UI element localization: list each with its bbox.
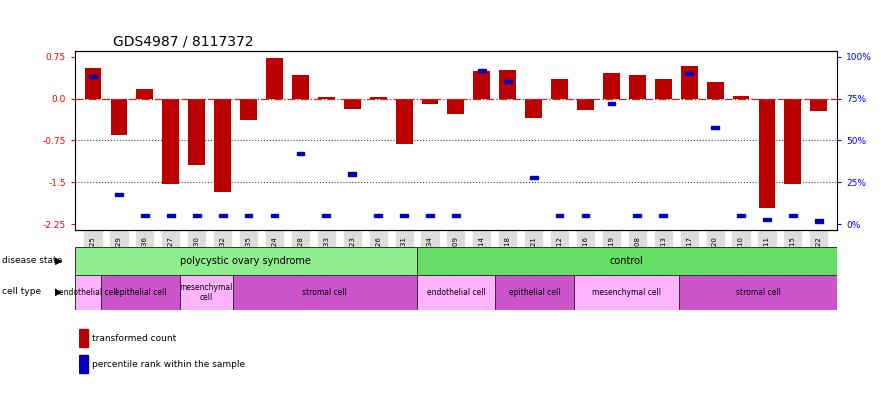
Bar: [266, 58, 283, 99]
Bar: [581, 215, 589, 217]
Bar: [655, 79, 671, 99]
Bar: [422, 99, 439, 104]
Bar: [473, 71, 490, 99]
Text: endothelial cell: endothelial cell: [59, 288, 117, 297]
Bar: [292, 75, 309, 99]
Bar: [504, 80, 512, 83]
Bar: [218, 215, 226, 217]
Text: stromal cell: stromal cell: [302, 288, 347, 297]
Bar: [448, 99, 464, 114]
Bar: [417, 247, 837, 275]
Bar: [608, 102, 615, 105]
Bar: [137, 88, 153, 99]
Bar: [552, 79, 568, 99]
Bar: [318, 97, 335, 99]
Bar: [495, 275, 574, 310]
Bar: [348, 173, 356, 176]
Text: epithelial cell: epithelial cell: [509, 288, 560, 297]
Bar: [141, 215, 149, 217]
Text: epithelial cell: epithelial cell: [115, 288, 167, 297]
Bar: [789, 215, 796, 217]
Bar: [577, 99, 594, 110]
Text: transformed count: transformed count: [92, 334, 176, 343]
Bar: [374, 215, 382, 217]
Bar: [322, 215, 330, 217]
Bar: [811, 99, 827, 111]
Bar: [162, 99, 179, 184]
Bar: [180, 275, 233, 310]
Bar: [737, 215, 745, 217]
Bar: [417, 275, 495, 310]
Bar: [685, 72, 693, 75]
Text: endothelial cell: endothelial cell: [426, 288, 485, 297]
Bar: [75, 247, 417, 275]
Bar: [574, 275, 679, 310]
Bar: [784, 99, 802, 184]
Bar: [659, 215, 667, 217]
Bar: [707, 82, 723, 99]
Bar: [396, 99, 412, 144]
Bar: [711, 125, 719, 129]
Bar: [167, 215, 174, 217]
Bar: [233, 275, 417, 310]
Bar: [633, 215, 641, 217]
Bar: [556, 215, 564, 217]
Bar: [101, 275, 180, 310]
Bar: [297, 152, 304, 156]
Bar: [245, 215, 253, 217]
Bar: [603, 73, 620, 99]
Bar: [478, 68, 485, 72]
Bar: [426, 215, 433, 217]
Bar: [815, 219, 823, 222]
Bar: [79, 329, 88, 347]
Bar: [193, 215, 201, 217]
Text: ▶: ▶: [55, 286, 63, 297]
Bar: [79, 355, 88, 373]
Text: polycystic ovary syndrome: polycystic ovary syndrome: [181, 256, 311, 266]
Bar: [733, 96, 750, 99]
Bar: [110, 99, 128, 135]
Bar: [75, 275, 101, 310]
Bar: [214, 99, 231, 193]
Bar: [344, 99, 360, 108]
Text: GDS4987 / 8117372: GDS4987 / 8117372: [113, 35, 254, 48]
Bar: [370, 97, 387, 99]
Bar: [681, 66, 698, 99]
Text: ▶: ▶: [55, 255, 63, 266]
Text: cell type: cell type: [2, 287, 41, 296]
Bar: [89, 75, 97, 78]
Bar: [241, 99, 257, 120]
Bar: [679, 275, 837, 310]
Text: disease state: disease state: [2, 256, 62, 265]
Bar: [452, 215, 460, 217]
Bar: [189, 99, 205, 165]
Bar: [270, 215, 278, 217]
Text: control: control: [610, 256, 644, 266]
Bar: [500, 70, 516, 99]
Bar: [525, 99, 542, 118]
Text: percentile rank within the sample: percentile rank within the sample: [92, 360, 245, 369]
Bar: [400, 215, 408, 217]
Bar: [529, 176, 537, 179]
Text: mesenchymal
cell: mesenchymal cell: [180, 283, 233, 303]
Bar: [763, 218, 771, 221]
Text: mesenchymal cell: mesenchymal cell: [592, 288, 662, 297]
Bar: [115, 193, 122, 196]
Bar: [85, 68, 101, 99]
Bar: [759, 99, 775, 208]
Bar: [629, 75, 646, 99]
Text: stromal cell: stromal cell: [736, 288, 781, 297]
